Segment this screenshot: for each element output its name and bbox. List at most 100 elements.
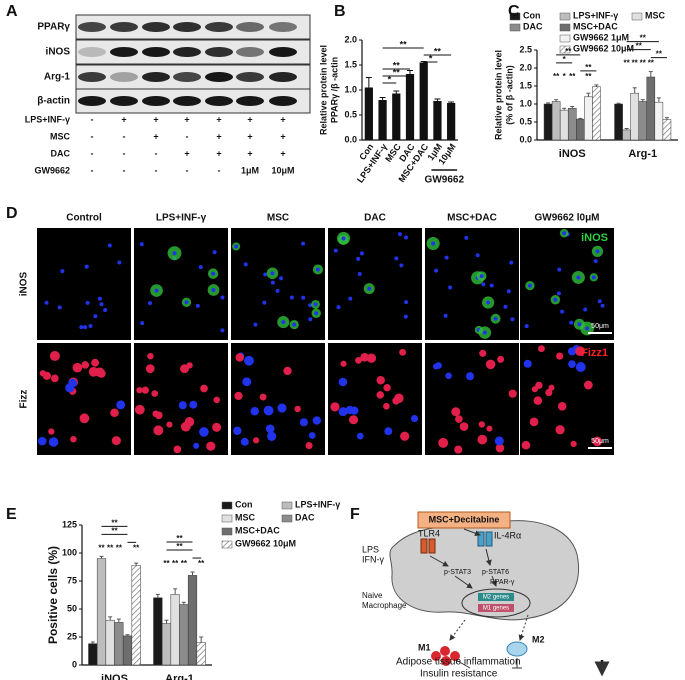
x-tick-label: iNOS (559, 148, 586, 160)
cell (213, 396, 220, 404)
scale-bar-label: 50μm (591, 323, 609, 330)
nucleus (357, 272, 362, 277)
nucleus (448, 285, 453, 290)
cell (567, 347, 577, 356)
cell (173, 445, 182, 454)
label: LPS (362, 544, 379, 554)
column-label: MSC (267, 213, 289, 224)
nucleus (397, 232, 402, 237)
arrow (429, 555, 449, 567)
bar (179, 604, 189, 666)
nucleus (464, 235, 469, 240)
bar (170, 594, 180, 666)
significance-label: ** (553, 72, 560, 81)
nucleus (308, 303, 313, 308)
legend-swatch (221, 540, 233, 549)
band (236, 22, 264, 32)
y-tick-label: 25 (67, 631, 77, 641)
significance-label: ** (400, 39, 408, 49)
band (110, 47, 138, 57)
nucleus (301, 241, 306, 246)
significance-label: ** (111, 526, 118, 535)
y-axis-label: Relative protein level (493, 50, 503, 140)
nucleus (211, 287, 216, 292)
band (78, 47, 106, 57)
row-label: iNOS (19, 271, 30, 296)
cell (384, 427, 393, 436)
y-axis-label: PPARγ /β -actin (329, 57, 339, 123)
cell (438, 437, 449, 448)
band (269, 22, 297, 32)
nucleus (220, 295, 225, 300)
cell (394, 393, 404, 403)
nucleus (198, 265, 203, 270)
y-axis-label: Relative protein level (318, 45, 328, 135)
band (269, 96, 297, 106)
nucleus (93, 314, 98, 319)
receptor (485, 531, 493, 547)
label: M1 (418, 642, 431, 652)
cell (376, 391, 385, 399)
lane-mark: + (121, 114, 126, 124)
legend-label: MSC (645, 10, 666, 20)
nucleus (481, 282, 486, 287)
inhibit (455, 659, 471, 669)
row-label: Fizz (19, 390, 30, 409)
cell (435, 362, 442, 369)
cell (48, 437, 59, 447)
bar (161, 623, 172, 666)
cell (545, 388, 553, 397)
y-tick-label: 1.0 (519, 98, 532, 108)
nucleus (434, 268, 439, 273)
cell (366, 353, 377, 363)
gene-box (478, 593, 514, 601)
nucleus (220, 328, 225, 333)
nucleus (524, 324, 529, 329)
cell (355, 356, 362, 364)
legend-label: LPS+INF-γ (573, 10, 618, 20)
label: Insulin resistance (420, 669, 498, 680)
cell (263, 405, 274, 416)
nucleus (583, 307, 588, 312)
bar (447, 103, 456, 140)
cell (79, 413, 90, 424)
band (142, 47, 170, 57)
bar (614, 103, 623, 141)
treatment-box (417, 511, 511, 529)
cell (235, 353, 244, 362)
legend-swatch (631, 12, 643, 21)
cell (338, 377, 348, 387)
lane-mark: - (91, 114, 94, 124)
bar (630, 92, 639, 141)
y-tick-label: 75 (67, 575, 77, 585)
nucleus (211, 271, 216, 276)
condition-label: DAC (51, 148, 71, 158)
nucleus (591, 275, 596, 280)
cell (277, 403, 287, 413)
cell (465, 372, 475, 381)
cell (81, 361, 90, 369)
band (142, 22, 170, 32)
nucleus (562, 231, 567, 236)
cell (154, 411, 163, 420)
significance-label: ** (640, 34, 647, 43)
cell (537, 345, 545, 353)
significance-label: ** (585, 72, 592, 81)
nucleus (184, 300, 189, 305)
lane-mark: - (91, 131, 94, 141)
cell (186, 362, 193, 369)
lane-mark: - (155, 148, 158, 158)
bar (654, 101, 664, 141)
band (173, 47, 201, 57)
western-blot: PPARγ iNOS Arg-1 β-actin LPS+INF-γ - + + + + + + MSC… (25, 14, 311, 175)
overlay-label: iNOS (581, 232, 608, 244)
bar (105, 619, 115, 666)
panel-letter: A (6, 3, 18, 20)
cell (308, 432, 316, 439)
cell (91, 358, 100, 367)
cell (556, 352, 564, 360)
lane-mark: + (280, 148, 285, 158)
x-tick-label: iNOS (101, 673, 128, 680)
lane-mark: + (184, 148, 189, 158)
cell (477, 434, 488, 445)
